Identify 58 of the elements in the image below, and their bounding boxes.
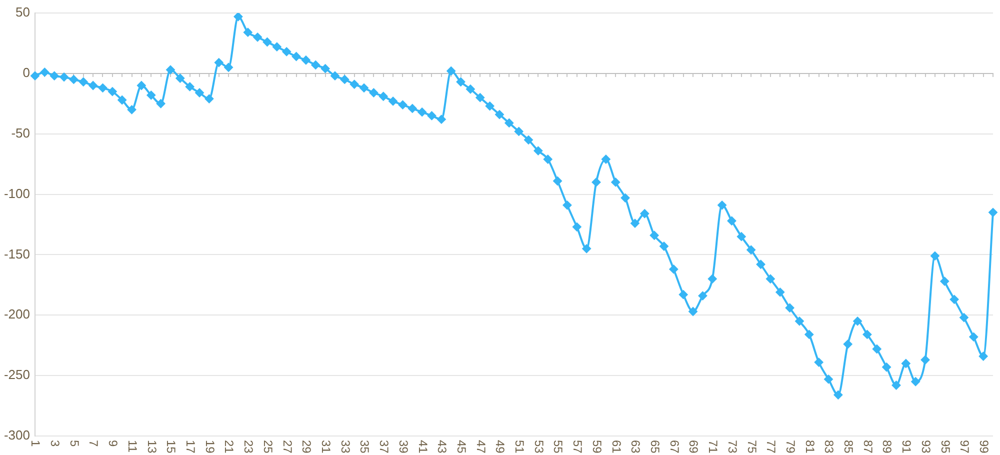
x-tick-label: 45 <box>454 440 468 454</box>
x-tick-label: 65 <box>648 440 662 454</box>
y-tick-label: 50 <box>16 4 30 20</box>
x-tick-label: 23 <box>242 440 256 454</box>
x-tick-label: 9 <box>106 440 120 447</box>
x-tick-label: 79 <box>783 440 798 454</box>
y-tick-label: 0 <box>22 65 30 80</box>
y-tick-label: -300 <box>4 428 30 443</box>
x-tick-label: 49 <box>493 440 508 454</box>
y-tick-label: -100 <box>4 186 30 201</box>
x-tick-label: 89 <box>880 440 894 454</box>
y-tick-label: -250 <box>4 367 30 382</box>
x-tick-label: 25 <box>260 440 275 454</box>
x-tick-label: 59 <box>590 440 604 454</box>
y-tick-label: -150 <box>4 246 30 262</box>
y-tick-label: -50 <box>11 125 30 140</box>
x-tick-label: 33 <box>338 440 352 454</box>
x-tick-label: 87 <box>860 440 875 454</box>
x-tick-label: 99 <box>977 440 992 454</box>
x-tick-label: 57 <box>570 440 585 454</box>
x-tick-label: 83 <box>822 440 836 454</box>
x-tick-label: 73 <box>725 440 740 454</box>
x-tick-label: 93 <box>918 440 933 454</box>
x-tick-label: 17 <box>184 440 198 454</box>
x-tick-label: 95 <box>938 440 952 454</box>
x-tick-label: 7 <box>86 440 101 447</box>
x-tick-label: 97 <box>958 440 972 454</box>
x-tick-label: 29 <box>300 440 314 454</box>
x-tick-label: 27 <box>280 440 294 454</box>
x-tick-label: 55 <box>551 440 566 454</box>
x-tick-label: 51 <box>512 440 527 454</box>
x-tick-label: 37 <box>377 440 392 454</box>
x-tick-label: 21 <box>222 440 236 454</box>
x-tick-label: 63 <box>628 440 643 454</box>
x-tick-label: 3 <box>48 440 62 447</box>
x-tick-label: 1 <box>28 440 43 447</box>
x-tick-label: 31 <box>318 440 333 454</box>
x-tick-label: 35 <box>358 440 372 454</box>
x-tick-label: 43 <box>435 440 450 454</box>
x-tick-label: 53 <box>532 440 546 454</box>
x-tick-label: 81 <box>802 440 817 454</box>
x-tick-label: 47 <box>474 440 488 454</box>
x-tick-label: 85 <box>842 440 856 454</box>
x-tick-label: 69 <box>686 440 701 454</box>
x-tick-label: 5 <box>67 440 82 447</box>
x-tick-label: 75 <box>744 440 759 454</box>
x-tick-label: 91 <box>900 440 914 454</box>
x-tick-label: 13 <box>144 440 159 454</box>
x-tick-label: 71 <box>706 440 720 454</box>
x-tick-label: 67 <box>667 440 682 454</box>
x-tick-label: 61 <box>609 440 624 454</box>
x-tick-label: 41 <box>416 440 430 454</box>
x-tick-label: 19 <box>202 440 217 454</box>
x-tick-label: 15 <box>164 440 178 454</box>
x-tick-label: 39 <box>396 440 410 454</box>
y-tick-label: -200 <box>4 306 30 322</box>
x-tick-label: 11 <box>125 440 140 453</box>
x-tick-label: 77 <box>764 440 778 454</box>
